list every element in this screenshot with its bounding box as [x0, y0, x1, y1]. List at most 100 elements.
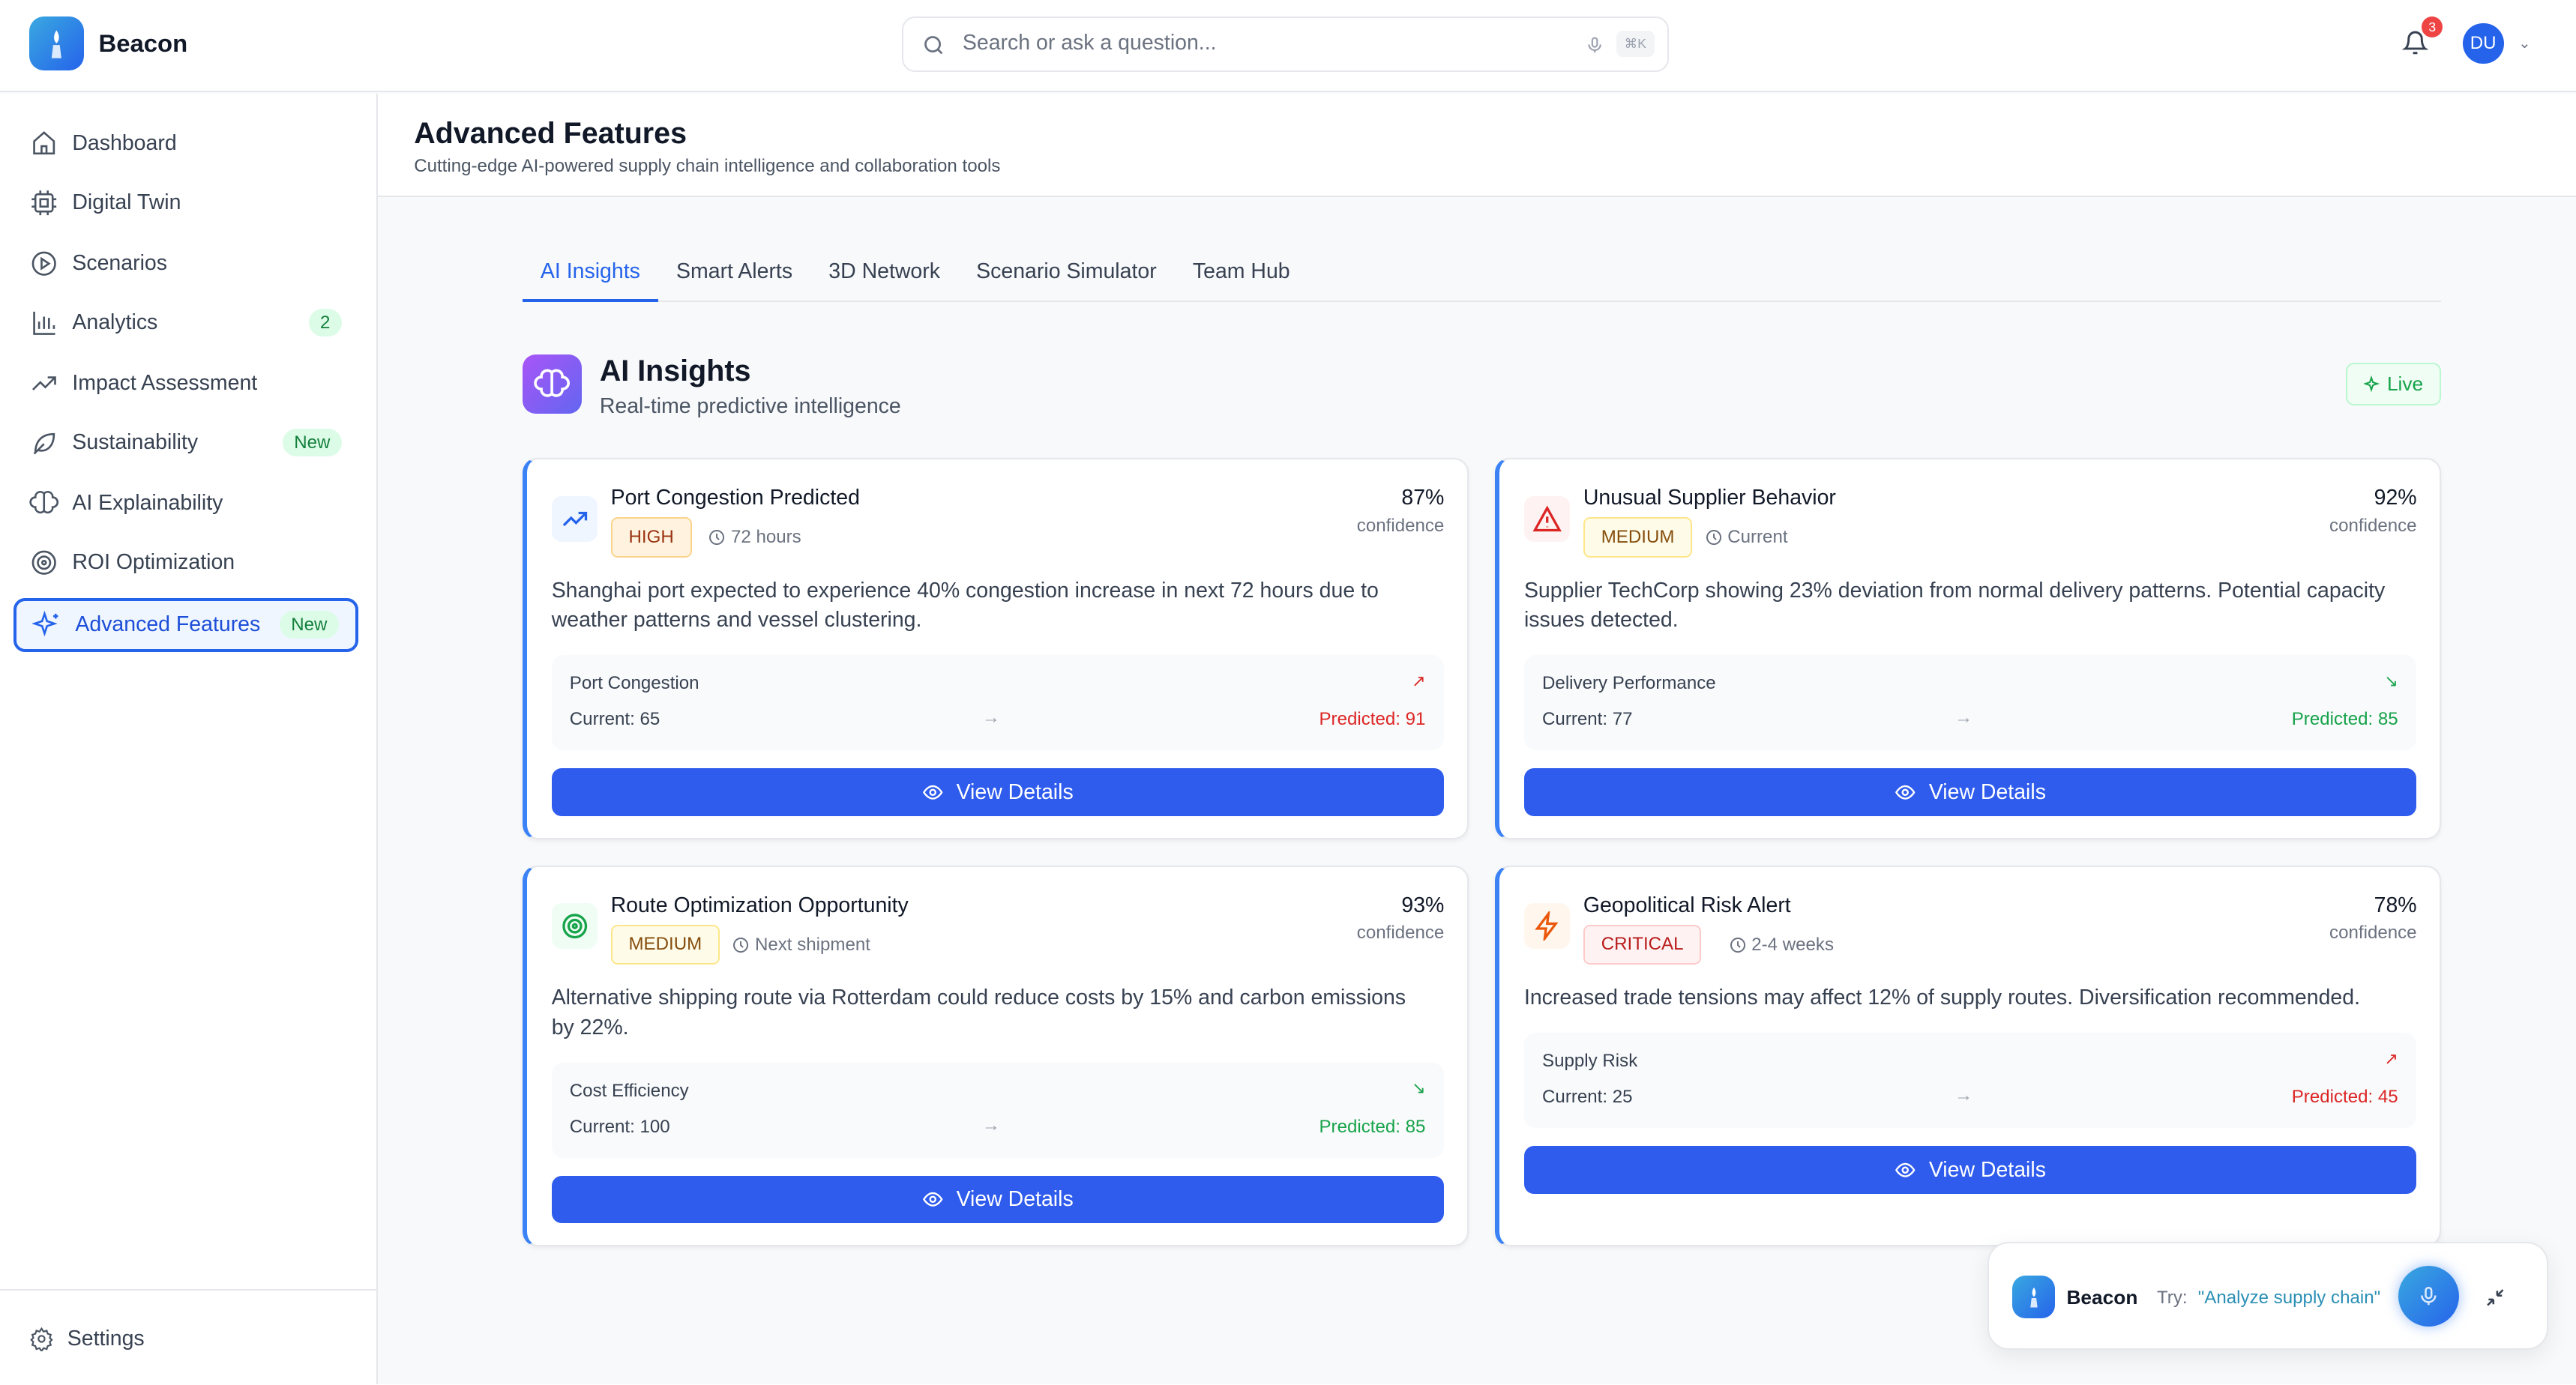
metric-panel: Port Congestion ↗ Current: 65 → Predicte…: [551, 655, 1444, 751]
target-icon: [32, 550, 57, 575]
metric-predicted: Predicted: 85: [2291, 709, 2398, 730]
chevron-down-icon[interactable]: ⌄: [2518, 35, 2531, 52]
card-title: Geopolitical Risk Alert: [1583, 893, 1791, 917]
card-title: Unusual Supplier Behavior: [1583, 486, 1836, 510]
metric-name: Port Congestion: [569, 673, 699, 694]
confidence-value: 87%: [1401, 486, 1445, 510]
time-horizon: Current: [1705, 527, 1788, 548]
sidebar: Dashboard Digital Twin Scenarios Analyti…: [0, 93, 378, 1385]
live-badge: Live: [2346, 363, 2442, 406]
try-label: Try:: [2156, 1287, 2188, 1308]
sidebar-item-scenarios[interactable]: Scenarios: [13, 237, 358, 291]
time-text: 2-4 weeks: [1751, 934, 1834, 955]
suggestion-text[interactable]: "Analyze supply chain": [2197, 1287, 2381, 1308]
bell-icon[interactable]: [2401, 29, 2428, 57]
insight-card: Route Optimization Opportunity MEDIUM Ne…: [522, 865, 1469, 1247]
card-description: Shanghai port expected to experience 40%…: [551, 578, 1379, 633]
metric-predicted: Predicted: 45: [2291, 1087, 2398, 1108]
sidebar-item-digital-twin[interactable]: Digital Twin: [13, 175, 358, 229]
voice-assistant-widget: Beacon Try: "Analyze supply chain": [1987, 1241, 2548, 1351]
tab-team-hub[interactable]: Team Hub: [1192, 259, 1290, 284]
new-badge: New: [279, 611, 339, 639]
avatar[interactable]: DU: [2462, 22, 2504, 64]
time-text: Next shipment: [754, 934, 870, 955]
eye-icon: [922, 1192, 943, 1207]
beacon-logo[interactable]: [29, 16, 84, 71]
metric-panel: Delivery Performance ↘ Current: 77 → Pre…: [1523, 655, 2416, 751]
trending-down-icon: ↘: [2384, 672, 2398, 691]
severity-badge: MEDIUM: [610, 924, 720, 965]
sidebar-item-settings[interactable]: Settings: [13, 1312, 358, 1366]
sidebar-item-label: Settings: [67, 1327, 145, 1351]
confidence-label: confidence: [2329, 923, 2417, 944]
severity-badge: HIGH: [610, 517, 692, 558]
card-description: Supplier TechCorp showing 23% deviation …: [1523, 578, 2386, 633]
confidence: 78% confidence: [2329, 893, 2417, 944]
metric-current: Current: 77: [1542, 709, 1633, 730]
sidebar-item-roi-optimization[interactable]: ROI Optimization: [13, 535, 358, 589]
insight-card: Port Congestion Predicted HIGH 72 hours …: [522, 458, 1469, 839]
card-description: Alternative shipping route via Rotterdam…: [551, 986, 1406, 1039]
trending-up-icon: ↗: [1412, 672, 1426, 691]
view-details-button[interactable]: View Details: [1523, 768, 2416, 816]
sidebar-item-advanced-features[interactable]: Advanced Features New: [13, 597, 358, 652]
tab-ai-insights[interactable]: AI Insights: [522, 243, 658, 303]
top-header: Beacon ⌘K 3 DU ⌄: [0, 0, 2576, 92]
time-horizon: 72 hours: [708, 527, 801, 548]
shortcut-hint: ⌘K: [1616, 31, 1655, 57]
tab-3d-network[interactable]: 3D Network: [828, 259, 940, 284]
confidence-value: 78%: [2374, 893, 2417, 917]
sidebar-item-impact-assessment[interactable]: Impact Assessment: [13, 356, 358, 410]
tab-scenario-simulator[interactable]: Scenario Simulator: [976, 259, 1157, 284]
analytics-badge: 2: [308, 309, 342, 337]
button-label: View Details: [956, 1187, 1074, 1212]
clock-icon: [1706, 530, 1721, 546]
metric-panel: Supply Risk ↗ Current: 25 → Predicted: 4…: [1523, 1033, 2416, 1129]
brand-name: Beacon: [98, 29, 188, 58]
time-text: Current: [1727, 527, 1788, 548]
insight-card: Geopolitical Risk Alert CRITICAL 2-4 wee…: [1495, 865, 2442, 1247]
sidebar-item-dashboard[interactable]: Dashboard: [13, 117, 358, 171]
leaf-icon: [34, 432, 55, 455]
minimize-icon[interactable]: [2484, 1286, 2507, 1309]
time-text: 72 hours: [730, 527, 801, 548]
sidebar-item-label: Scenarios: [72, 251, 167, 276]
page-subtitle: Cutting-edge AI-powered supply chain int…: [414, 156, 1001, 177]
metric-current: Current: 100: [569, 1116, 670, 1137]
sidebar-item-label: Digital Twin: [72, 190, 181, 215]
view-details-button[interactable]: View Details: [1523, 1146, 2416, 1194]
confidence-value: 92%: [2374, 486, 2417, 510]
search-bar[interactable]: ⌘K: [902, 16, 1670, 73]
sidebar-footer: Settings: [0, 1289, 376, 1384]
microphone-button[interactable]: [2398, 1266, 2460, 1327]
microphone-icon: [2421, 1287, 2437, 1306]
eye-icon: [922, 785, 943, 800]
voice-brand: Beacon: [2066, 1285, 2138, 1309]
sparkles-icon: [2364, 375, 2380, 392]
arrow-right-icon: →: [981, 707, 1000, 728]
page-header: Advanced Features Cutting-edge AI-powere…: [377, 93, 2576, 197]
arrow-right-icon: →: [1954, 707, 1973, 728]
card-description: Increased trade tensions may affect 12% …: [1523, 986, 2361, 1010]
view-details-button[interactable]: View Details: [551, 768, 1444, 816]
trending-up-icon: [32, 376, 57, 390]
clock-icon: [733, 937, 749, 953]
severity-badge: MEDIUM: [1583, 517, 1693, 558]
confidence: 92% confidence: [2329, 486, 2417, 537]
button-label: View Details: [956, 779, 1074, 804]
live-label: Live: [2386, 372, 2424, 396]
sidebar-item-ai-explainability[interactable]: AI Explainability: [13, 476, 358, 530]
sparkles-icon: [32, 610, 58, 637]
sidebar-item-label: ROI Optimization: [72, 550, 235, 574]
microphone-icon[interactable]: [1585, 33, 1604, 58]
metric-name: Supply Risk: [1542, 1051, 1638, 1072]
sidebar-item-sustainability[interactable]: Sustainability New: [13, 415, 358, 469]
confidence-value: 93%: [1401, 893, 1445, 917]
search-input[interactable]: [962, 31, 1554, 56]
time-horizon: Next shipment: [732, 935, 870, 956]
eye-icon: [1895, 785, 1916, 800]
confidence-label: confidence: [1356, 515, 1445, 536]
view-details-button[interactable]: View Details: [551, 1175, 1444, 1224]
tab-smart-alerts[interactable]: Smart Alerts: [676, 259, 793, 284]
sidebar-item-analytics[interactable]: Analytics 2: [13, 295, 358, 349]
